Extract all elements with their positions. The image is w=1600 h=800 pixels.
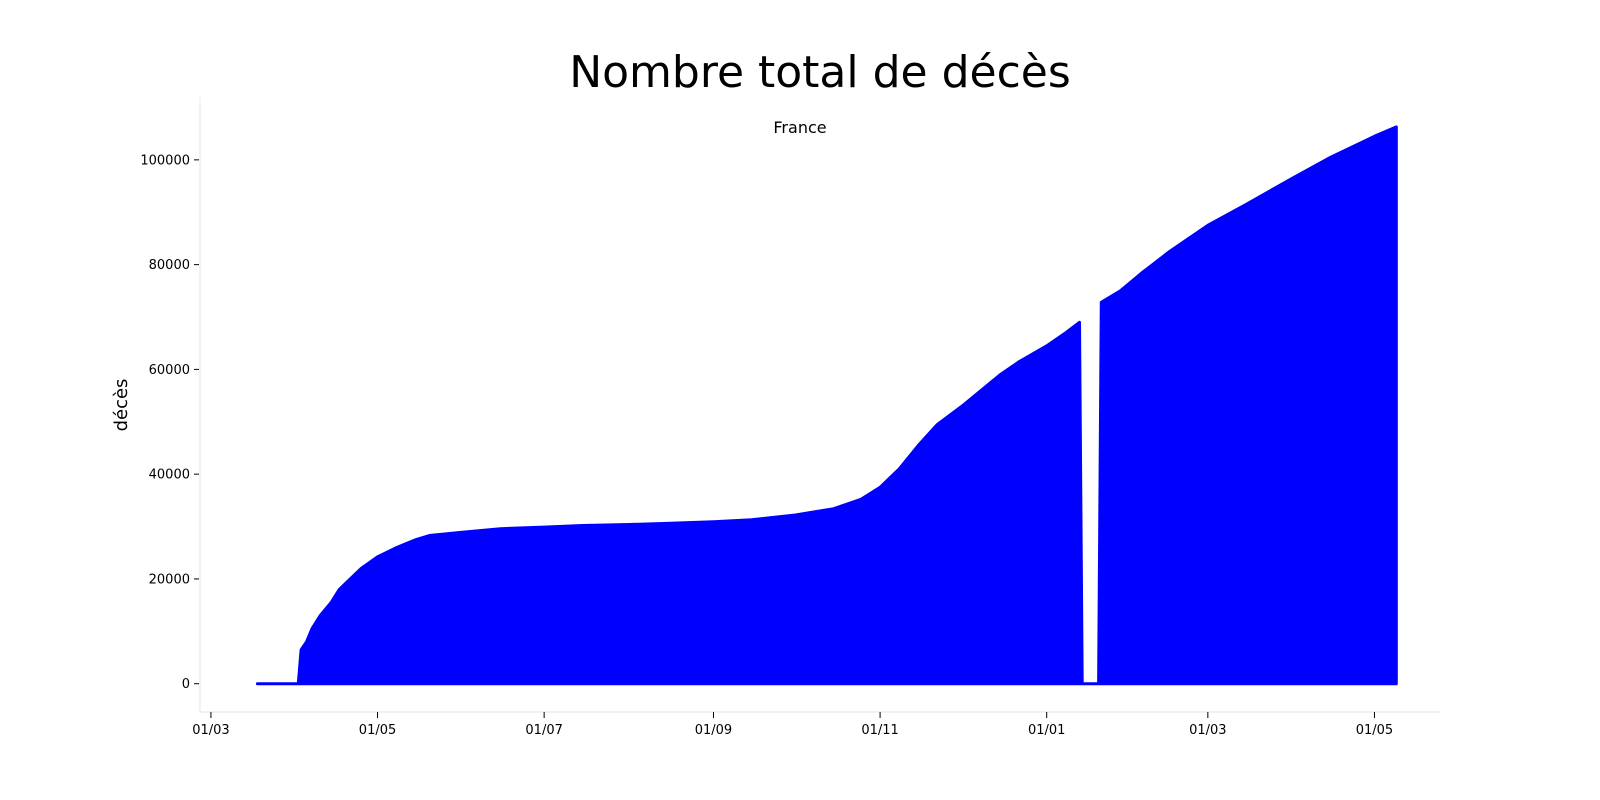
y-axis-label: décès xyxy=(111,379,132,432)
x-tick-label: 01/03 xyxy=(192,723,229,738)
x-tick-label: 01/11 xyxy=(861,723,898,738)
x-tick-label: 01/03 xyxy=(1189,723,1226,738)
x-tick-label: 01/01 xyxy=(1028,723,1065,738)
chart-subtitle: France xyxy=(773,118,826,137)
x-tick-label: 01/05 xyxy=(1356,723,1393,738)
x-ticks: 01/03 01/05 01/07 01/09 01/11 01/01 01/03 01/05 xyxy=(192,712,1393,738)
x-tick-label: 01/05 xyxy=(359,723,396,738)
series-area-0 xyxy=(255,125,1398,686)
y-tick-label: 20000 xyxy=(149,572,190,587)
y-tick-label: 60000 xyxy=(149,363,190,378)
y-tick-label: 0 xyxy=(182,677,190,692)
y-tick-label: 100000 xyxy=(140,153,190,168)
y-tick-label: 80000 xyxy=(149,258,190,273)
y-tick-label: 40000 xyxy=(149,468,190,483)
x-tick-label: 01/09 xyxy=(695,723,732,738)
area-layer xyxy=(255,125,1398,686)
chart-title: Nombre total de décès xyxy=(569,47,1071,98)
x-tick-label: 01/07 xyxy=(525,723,562,738)
y-ticks: 0 20000 40000 60000 80000 100000 xyxy=(140,153,199,692)
